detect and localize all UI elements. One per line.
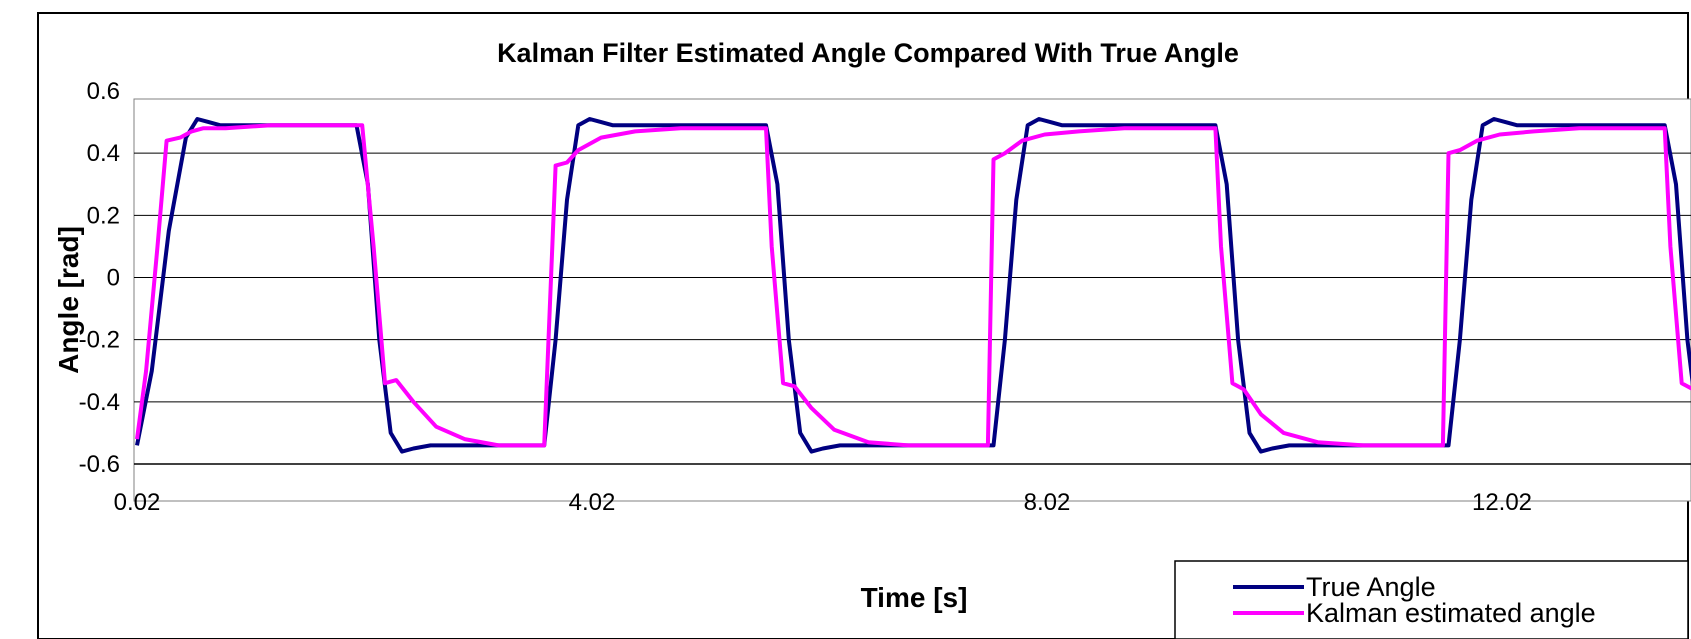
chart-title: Kalman Filter Estimated Angle Compared W… — [497, 38, 1239, 68]
x-axis-title: Time [s] — [861, 582, 968, 613]
legend-label-true-angle: True Angle — [1306, 572, 1436, 602]
y-axis-title: Angle [rad] — [53, 226, 84, 374]
x-tick-label: 8.02 — [1024, 489, 1071, 516]
series-line-kalman-estimated-angle — [135, 123, 1691, 448]
y-tick-label: -0.2 — [79, 327, 120, 354]
series-lines — [135, 117, 1691, 454]
y-tick-label: 0.2 — [87, 202, 120, 229]
legend-label-kalman-estimated-angle: Kalman estimated angle — [1306, 598, 1596, 628]
y-tick-label: -0.6 — [79, 451, 120, 478]
x-tick-label: 12.02 — [1472, 489, 1532, 516]
legend-box — [1174, 560, 1689, 639]
y-tick-labels: 0.6 0.4 0.2 0 -0.2 -0.4 -0.6 — [79, 78, 120, 478]
plot-area — [133, 98, 1691, 502]
y-tick-label: 0 — [107, 265, 120, 292]
grid-lines — [134, 152, 1691, 465]
y-tick-label: 0.4 — [87, 140, 120, 167]
y-tick-label: -0.4 — [79, 389, 120, 416]
legend: True Angle Kalman estimated angle — [1174, 560, 1689, 639]
y-tick-label: 0.6 — [87, 78, 120, 105]
x-tick-labels: 0.02 4.02 8.02 12.02 — [114, 489, 1532, 516]
x-tick-label: 4.02 — [569, 489, 616, 516]
x-tick-label: 0.02 — [114, 489, 161, 516]
series-line-true-angle — [135, 117, 1691, 454]
